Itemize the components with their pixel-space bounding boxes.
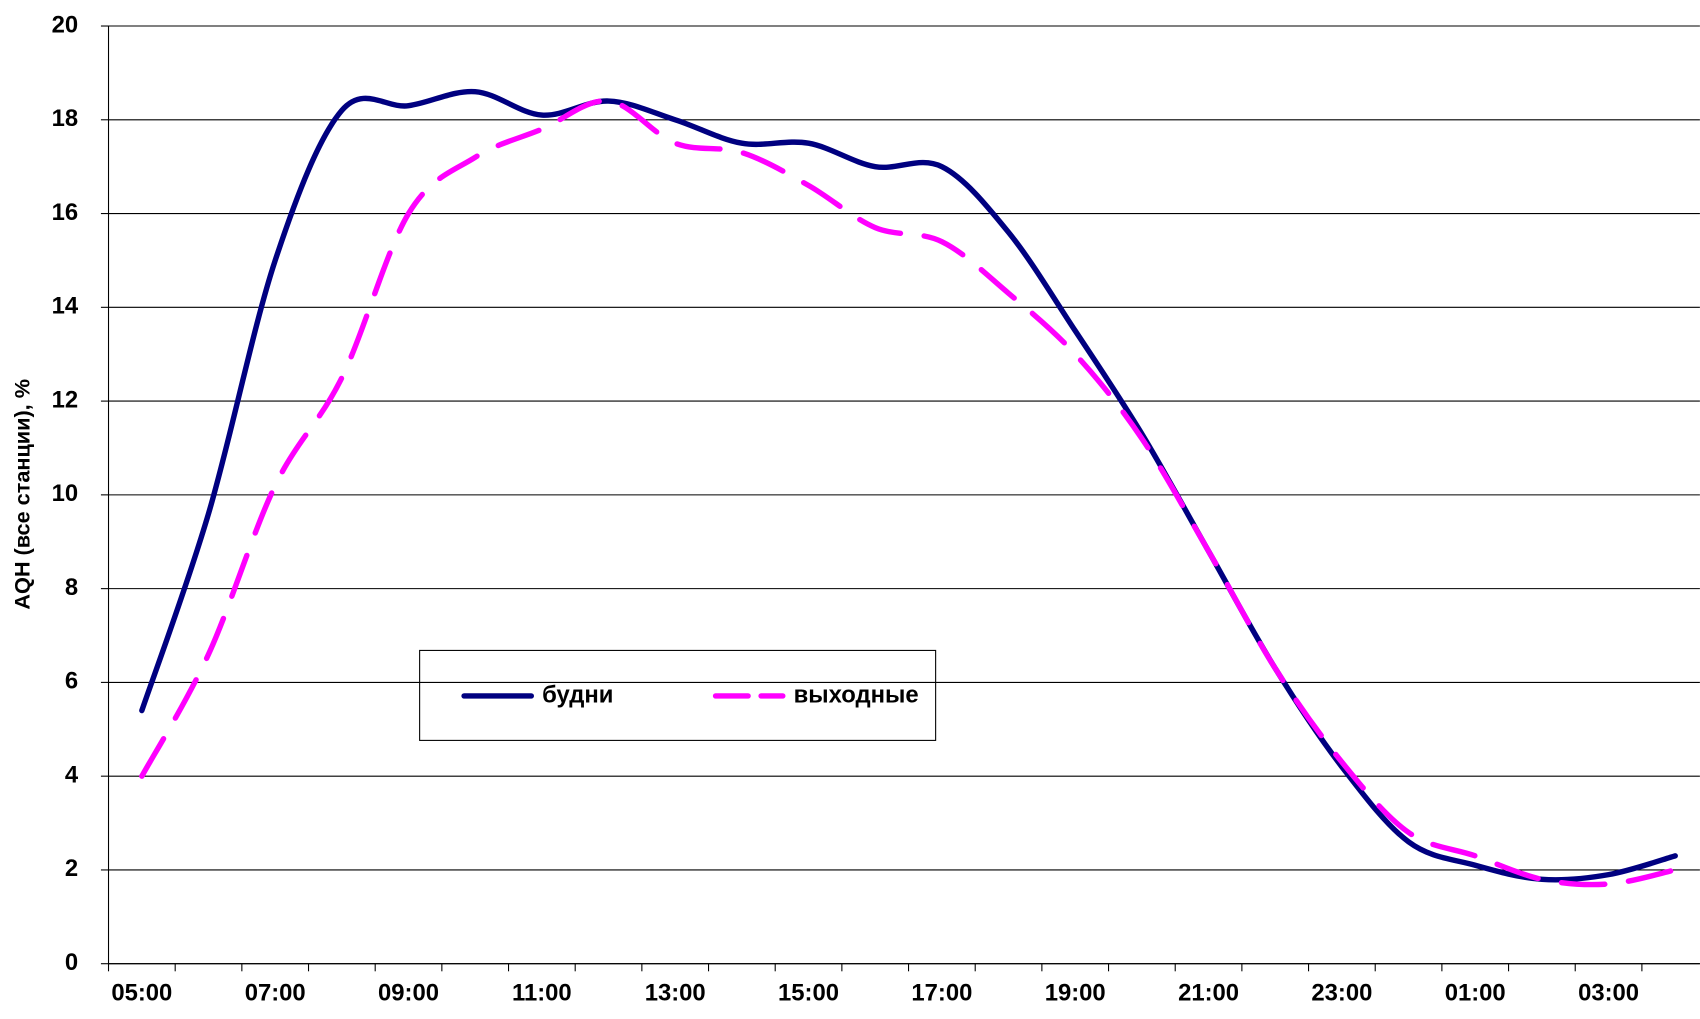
x-tick-label: 05:00	[111, 979, 172, 1006]
y-tick-label: 2	[65, 855, 78, 882]
legend-label: выходные	[794, 681, 919, 708]
x-tick-label: 03:00	[1578, 979, 1639, 1006]
y-tick-label: 18	[52, 105, 79, 132]
y-axis-label: AQH (все станции), %	[10, 379, 35, 610]
y-tick-label: 4	[65, 761, 79, 788]
x-tick-label: 11:00	[512, 979, 572, 1006]
y-tick-label: 8	[65, 574, 78, 601]
x-tick-label: 13:00	[645, 979, 706, 1006]
x-tick-label: 21:00	[1178, 979, 1239, 1006]
x-tick-label: 07:00	[245, 979, 306, 1006]
legend-label: будни	[542, 681, 613, 708]
y-tick-label: 6	[65, 668, 78, 695]
x-tick-label: 01:00	[1445, 979, 1506, 1006]
y-tick-label: 14	[52, 293, 79, 320]
x-tick-label: 17:00	[911, 979, 972, 1006]
series-line	[139, 88, 1678, 883]
x-tick-label: 15:00	[778, 979, 839, 1006]
y-tick-label: 12	[52, 386, 79, 413]
y-tick-label: 10	[52, 480, 79, 507]
series-line	[139, 98, 1678, 888]
y-tick-label: 20	[52, 11, 79, 38]
x-tick-label: 19:00	[1045, 979, 1106, 1006]
x-tick-label: 23:00	[1311, 979, 1372, 1006]
x-tick-label: 09:00	[378, 979, 439, 1006]
y-tick-label: 16	[52, 199, 79, 226]
y-tick-label: 0	[65, 949, 78, 976]
